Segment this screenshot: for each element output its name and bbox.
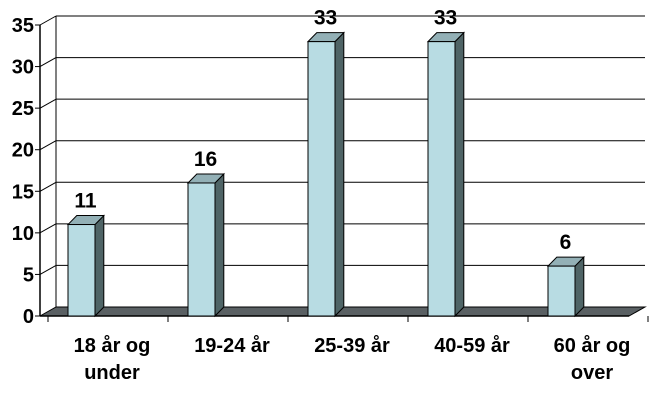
x-tick-label: 19-24 år bbox=[194, 334, 270, 357]
bar bbox=[307, 41, 336, 317]
y-tick-label: 15 bbox=[12, 181, 34, 203]
x-tick-label: under bbox=[84, 362, 140, 384]
y-tick-label: 10 bbox=[12, 223, 34, 245]
x-tick-label: 25-39 år bbox=[314, 334, 390, 357]
y-tick-label: 5 bbox=[23, 264, 34, 286]
gridline-side bbox=[39, 223, 57, 234]
bar bbox=[427, 41, 456, 317]
y-tick-label: 35 bbox=[12, 15, 34, 37]
gridline-side bbox=[39, 264, 57, 275]
bar bbox=[67, 224, 96, 317]
bar-side bbox=[94, 214, 105, 318]
bar bbox=[547, 265, 576, 317]
y-tick-label: 0 bbox=[23, 306, 34, 328]
data-label: 11 bbox=[74, 190, 97, 213]
bar-side bbox=[574, 255, 585, 318]
gridline-side bbox=[39, 57, 57, 68]
data-label: 33 bbox=[314, 7, 337, 30]
x-tick-label: 40-59 år bbox=[434, 334, 510, 357]
gridline-side bbox=[39, 98, 57, 109]
gridline-side bbox=[39, 181, 57, 192]
gridline-side bbox=[39, 140, 57, 151]
bar bbox=[187, 182, 216, 317]
bar-side bbox=[214, 172, 225, 318]
x-tick-label: over bbox=[571, 362, 613, 384]
y-tick-label: 20 bbox=[12, 140, 34, 162]
bar-side bbox=[334, 31, 345, 318]
data-label: 33 bbox=[434, 7, 457, 30]
y-tick-label: 30 bbox=[12, 57, 34, 79]
data-label: 6 bbox=[560, 231, 572, 254]
data-label: 16 bbox=[194, 148, 217, 171]
gridline-side bbox=[39, 15, 57, 26]
y-tick-label: 25 bbox=[12, 98, 34, 120]
x-tick-label: 60 år og bbox=[554, 334, 631, 357]
bar-side bbox=[454, 31, 465, 318]
x-tick-label: 18 år og bbox=[74, 334, 151, 357]
